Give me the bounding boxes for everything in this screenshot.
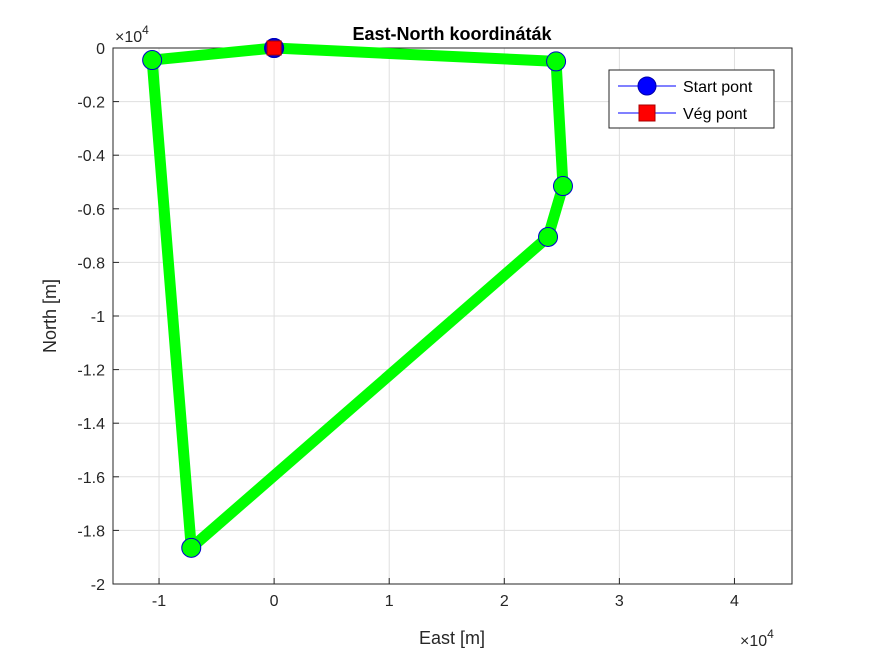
series-path — [142, 38, 573, 558]
svg-text:×104: ×104 — [740, 627, 774, 650]
legend-end-marker — [638, 104, 656, 122]
waypoint-marker — [552, 176, 573, 197]
y-tick-label: -0.6 — [77, 202, 105, 219]
x-exponent-power: 4 — [767, 627, 774, 641]
y-tick-label: -1.4 — [77, 416, 105, 433]
waypoint-marker — [538, 226, 559, 247]
x-axis-label: East [m] — [419, 628, 485, 648]
y-tick-label: -2 — [91, 577, 105, 594]
legend-end-label: Vég pont — [683, 106, 748, 123]
y-exponent-power: 4 — [142, 23, 149, 37]
y-tick-label: -0.8 — [77, 255, 105, 272]
x-exponent-label: ×104 — [740, 627, 774, 650]
waypoint-marker — [181, 537, 202, 558]
x-tick-label: 4 — [730, 593, 739, 610]
x-tick-label: 0 — [270, 593, 279, 610]
y-exponent-label: ×104 — [115, 23, 149, 46]
waypoint-marker — [546, 51, 567, 72]
x-exponent-prefix: ×10 — [740, 633, 767, 650]
svg-text:×104: ×104 — [115, 23, 149, 46]
x-tick-label: -1 — [152, 593, 166, 610]
y-tick-label: -1.8 — [77, 523, 105, 540]
grid-lines — [113, 47, 792, 585]
y-tick-label: -1.6 — [77, 470, 105, 487]
y-axis-label: North [m] — [40, 279, 60, 353]
end-point-marker — [266, 40, 282, 56]
x-tick-label: 3 — [615, 593, 624, 610]
legend: Start pont Vég pont — [608, 69, 775, 129]
x-tick-label: 1 — [385, 593, 394, 610]
legend-box — [608, 69, 775, 129]
legend-start-label: Start pont — [683, 79, 753, 96]
waypoint-marker — [142, 50, 163, 71]
y-tick-label: -0.2 — [77, 95, 105, 112]
legend-start-marker — [637, 76, 657, 96]
y-exponent-prefix: ×10 — [115, 29, 142, 46]
x-tick-label: 2 — [500, 593, 509, 610]
axis-ticks: -1 0 1 2 3 4 0 -0.2 -0.4 -0.6 -0.8 -1 -1.2 -1.4 -1.6 -1… — [77, 41, 739, 610]
chart-title: East-North koordináták — [352, 24, 552, 44]
y-tick-label: -0.4 — [77, 148, 105, 165]
y-tick-label: 0 — [96, 41, 105, 58]
y-tick-label: -1.2 — [77, 363, 105, 380]
y-tick-label: -1 — [91, 309, 105, 326]
